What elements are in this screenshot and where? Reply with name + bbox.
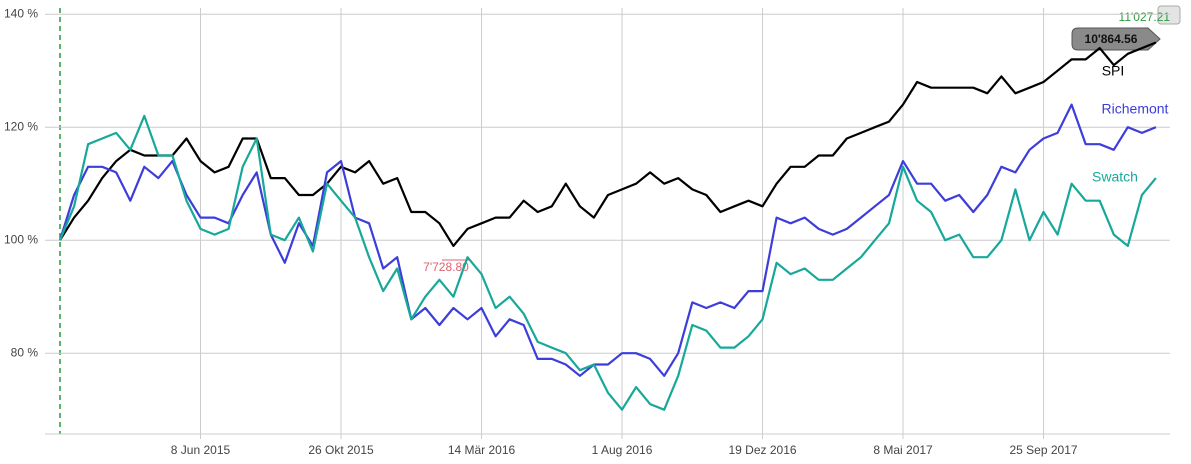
x-tick-label: 25 Sep 2017 bbox=[1010, 443, 1078, 457]
x-tick-label: 19 Dez 2016 bbox=[729, 443, 797, 457]
y-tick-label: 140 % bbox=[4, 6, 38, 20]
series-label: Swatch bbox=[1092, 169, 1138, 185]
max-annotation: 11'027.21 bbox=[1119, 10, 1171, 24]
x-tick-label: 1 Aug 2016 bbox=[592, 443, 653, 457]
y-tick-label: 80 % bbox=[11, 345, 39, 359]
current-badge bbox=[1071, 27, 1161, 51]
series-label: Richemont bbox=[1102, 101, 1169, 117]
x-tick-label: 8 Jun 2015 bbox=[171, 443, 231, 457]
y-tick-label: 120 % bbox=[4, 119, 38, 133]
series-line bbox=[58, 103, 1157, 377]
series-line bbox=[59, 41, 1157, 247]
menu-button[interactable] bbox=[1157, 5, 1181, 25]
y-tick-label: 100 % bbox=[4, 232, 38, 246]
series-label: SPI bbox=[1102, 63, 1125, 79]
x-tick-label: 14 Mär 2016 bbox=[448, 443, 516, 457]
x-tick-label: 8 Mai 2017 bbox=[873, 443, 933, 457]
series-line bbox=[58, 114, 1157, 411]
min-annotation: 7'728.80 bbox=[423, 260, 469, 274]
current-annotation: 10'864.56 bbox=[1085, 32, 1138, 46]
x-tick-label: 26 Okt 2015 bbox=[308, 443, 374, 457]
